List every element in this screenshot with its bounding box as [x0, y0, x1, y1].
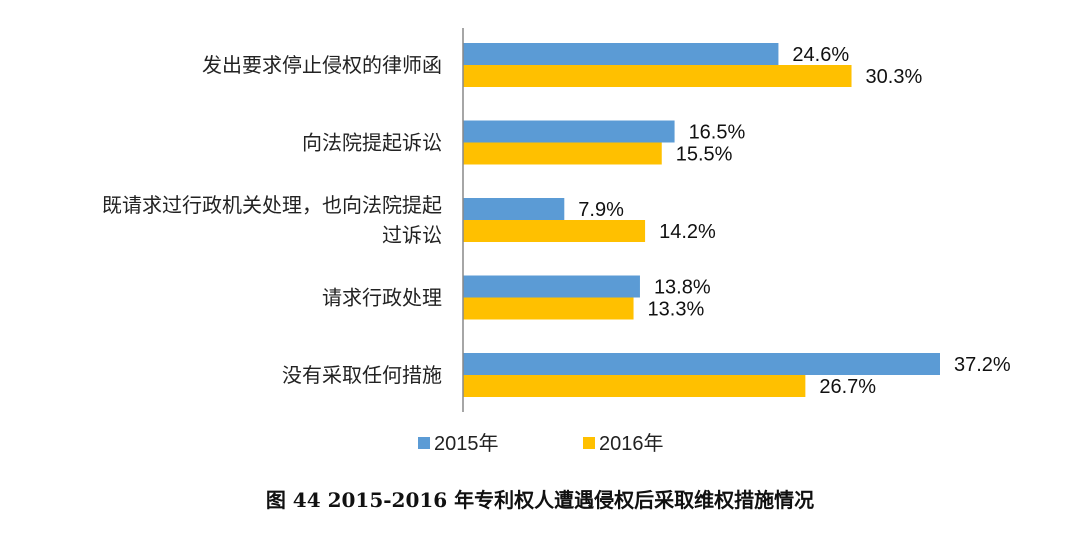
data-label: 15.5%	[676, 144, 733, 166]
category-label: 请求行政处理	[322, 286, 442, 310]
category-label: 过诉讼	[382, 223, 442, 247]
data-label: 37.2%	[954, 354, 1011, 376]
data-label: 14.2%	[659, 221, 716, 243]
bar-2015年	[463, 198, 565, 220]
value-labels: 24.6% 30.3% 16.5%15.5% 7.9% 14.2% 13.8%13.3% 3…	[578, 44, 1011, 398]
legend-swatch	[418, 437, 430, 449]
legend-swatch	[583, 437, 595, 449]
bar-2015年	[463, 353, 940, 375]
data-label: 13.3%	[648, 299, 705, 321]
bar-2015年	[463, 275, 640, 298]
legend-label: 2016年	[599, 432, 664, 455]
category-label: 发出要求停止侵权的律师函	[202, 53, 442, 77]
bar-2016年	[463, 297, 634, 320]
data-label: 26.7%	[819, 376, 876, 398]
bar-2016年	[463, 142, 662, 165]
legend-label: 2015年	[434, 432, 499, 455]
data-label: 24.6%	[792, 44, 849, 66]
bar-2015年	[463, 120, 675, 143]
bar-2015年	[463, 43, 779, 65]
category-label: 没有采取任何措施	[282, 363, 442, 387]
bars	[463, 43, 940, 397]
category-label: 既请求过行政机关处理，也向法院提起	[102, 193, 442, 217]
category-labels: 发出要求停止侵权的律师函向法院提起诉讼既请求过行政机关处理，也向法院提起过诉讼请…	[102, 53, 442, 387]
category-label: 向法院提起诉讼	[302, 131, 442, 155]
figure-caption: 图 44 2015-2016 年专利权人遭遇侵权后采取维权措施情况	[265, 488, 815, 512]
bar-2016年	[463, 375, 806, 397]
data-label: 16.5%	[689, 122, 746, 144]
data-label: 7.9%	[578, 199, 624, 221]
bar-2016年	[463, 65, 852, 87]
bar-chart: 发出要求停止侵权的律师函向法院提起诉讼既请求过行政机关处理，也向法院提起过诉讼请…	[102, 28, 1011, 455]
data-label: 30.3%	[866, 66, 923, 88]
legend: 2015年 2016年	[418, 432, 664, 455]
bar-2016年	[463, 220, 646, 242]
data-label: 13.8%	[654, 277, 711, 299]
